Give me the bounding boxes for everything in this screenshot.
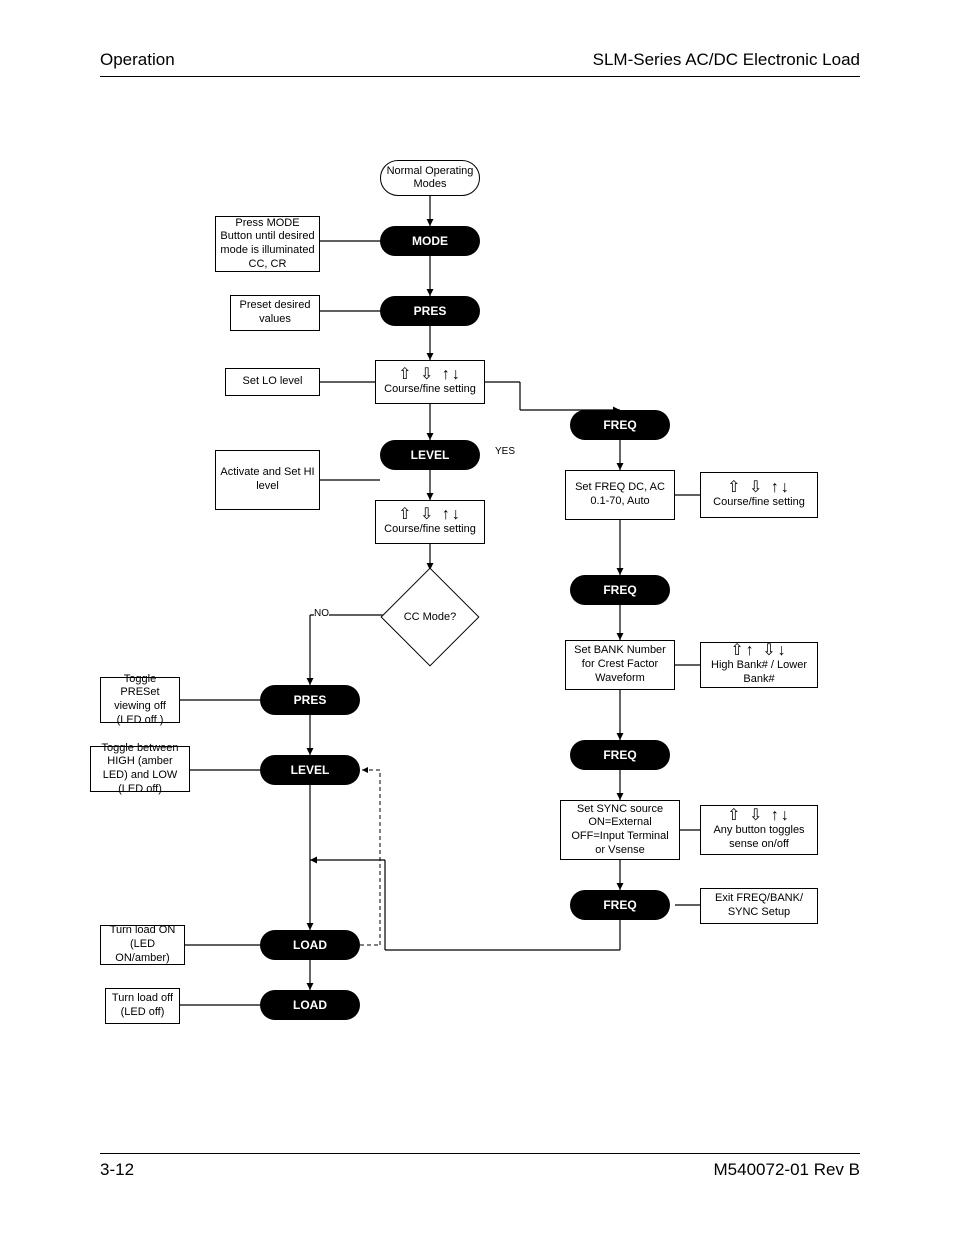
text: Set SYNC source ON=External OFF=Input Te… <box>565 803 675 858</box>
label-no: NO <box>314 608 329 619</box>
text: Course/fine setting <box>384 523 476 537</box>
box-course-r1: ⇧ ⇩ ↑↓ Course/fine setting <box>700 472 818 518</box>
pill-load1: LOAD <box>260 930 360 960</box>
box-any-toggle: ⇧ ⇩ ↑↓ Any button toggles sense on/off <box>700 805 818 855</box>
footer-left: 3-12 <box>100 1160 134 1180</box>
box-exit: Exit FREQ/BANK/ SYNC Setup <box>700 888 818 924</box>
box-toggle-preset: Toggle PRESet viewing off (LED off ) <box>100 677 180 723</box>
decision-cc-mode: CC Mode? <box>383 570 477 664</box>
terminator-start: Normal Operating Modes <box>380 160 480 196</box>
text: Set LO level <box>243 375 303 389</box>
pill-freq1: FREQ <box>570 410 670 440</box>
box-course2: ⇧ ⇩ ↑↓ Course/fine setting <box>375 500 485 544</box>
box-load-off: Turn load off (LED off) <box>105 988 180 1024</box>
pill-mode: MODE <box>380 226 480 256</box>
box-set-bank: Set BANK Number for Crest Factor Wavefor… <box>565 640 675 690</box>
pill-load2: LOAD <box>260 990 360 1020</box>
label: MODE <box>412 234 448 248</box>
pill-pres2: PRES <box>260 685 360 715</box>
decision-label: CC Mode? <box>404 611 457 623</box>
arrows-icon: ⇧ ⇩ ↑↓ <box>398 367 462 383</box>
connectors <box>100 160 860 1060</box>
pill-level2: LEVEL <box>260 755 360 785</box>
pill-freq3: FREQ <box>570 740 670 770</box>
pill-freq4: FREQ <box>570 890 670 920</box>
box-course1: ⇧ ⇩ ↑↓ Course/fine setting <box>375 360 485 404</box>
text: Turn load ON (LED ON/amber) <box>105 924 180 965</box>
flowchart: Normal Operating Modes Press MODE Button… <box>100 160 860 1060</box>
label-yes: YES <box>495 446 515 457</box>
box-bank-hilo: ⇧↑ ⇩↓ High Bank# / Lower Bank# <box>700 642 818 688</box>
box-preset-values: Preset desired values <box>230 295 320 331</box>
header-right: SLM-Series AC/DC Electronic Load <box>593 50 860 70</box>
text: Turn load off (LED off) <box>110 992 175 1020</box>
text: Course/fine setting <box>384 383 476 397</box>
box-set-hi: Activate and Set HI level <box>215 450 320 510</box>
label: FREQ <box>603 898 636 912</box>
arrows-icon: ⇧↑ ⇩↓ <box>730 643 787 659</box>
pill-pres1: PRES <box>380 296 480 326</box>
page-header: Operation SLM-Series AC/DC Electronic Lo… <box>100 50 860 77</box>
label: LOAD <box>293 998 327 1012</box>
label: FREQ <box>603 418 636 432</box>
arrows-icon: ⇧ ⇩ ↑↓ <box>727 808 791 824</box>
text: High Bank# / Lower Bank# <box>705 659 813 687</box>
box-set-sync: Set SYNC source ON=External OFF=Input Te… <box>560 800 680 860</box>
pill-level1: LEVEL <box>380 440 480 470</box>
text: Course/fine setting <box>713 496 805 510</box>
header-left: Operation <box>100 50 175 70</box>
box-press-mode: Press MODE Button until desired mode is … <box>215 216 320 272</box>
label: PRES <box>294 693 327 707</box>
footer-right: M540072-01 Rev B <box>714 1160 860 1180</box>
box-load-on: Turn load ON (LED ON/amber) <box>100 925 185 965</box>
text: Set FREQ DC, AC 0.1-70, Auto <box>570 481 670 509</box>
label: PRES <box>414 304 447 318</box>
box-set-freq: Set FREQ DC, AC 0.1-70, Auto <box>565 470 675 520</box>
label: LEVEL <box>291 763 330 777</box>
text: Toggle between HIGH (amber LED) and LOW … <box>95 742 185 797</box>
text: Set BANK Number for Crest Factor Wavefor… <box>570 644 670 685</box>
box-toggle-hilo: Toggle between HIGH (amber LED) and LOW … <box>90 746 190 792</box>
box-set-lo: Set LO level <box>225 368 320 396</box>
arrows-icon: ⇧ ⇩ ↑↓ <box>398 507 462 523</box>
text: Any button toggles sense on/off <box>705 824 813 852</box>
text: Press MODE Button until desired mode is … <box>220 217 315 272</box>
text: Toggle PRESet viewing off (LED off ) <box>105 673 175 728</box>
label: FREQ <box>603 748 636 762</box>
arrows-icon: ⇧ ⇩ ↑↓ <box>727 480 791 496</box>
label: LOAD <box>293 938 327 952</box>
text: Preset desired values <box>235 299 315 327</box>
label: LEVEL <box>411 448 450 462</box>
page-footer: 3-12 M540072-01 Rev B <box>100 1153 860 1180</box>
pill-freq2: FREQ <box>570 575 670 605</box>
label: FREQ <box>603 583 636 597</box>
text: Exit FREQ/BANK/ SYNC Setup <box>705 892 813 920</box>
terminator-label: Normal Operating Modes <box>381 165 479 191</box>
text: Activate and Set HI level <box>220 466 315 494</box>
